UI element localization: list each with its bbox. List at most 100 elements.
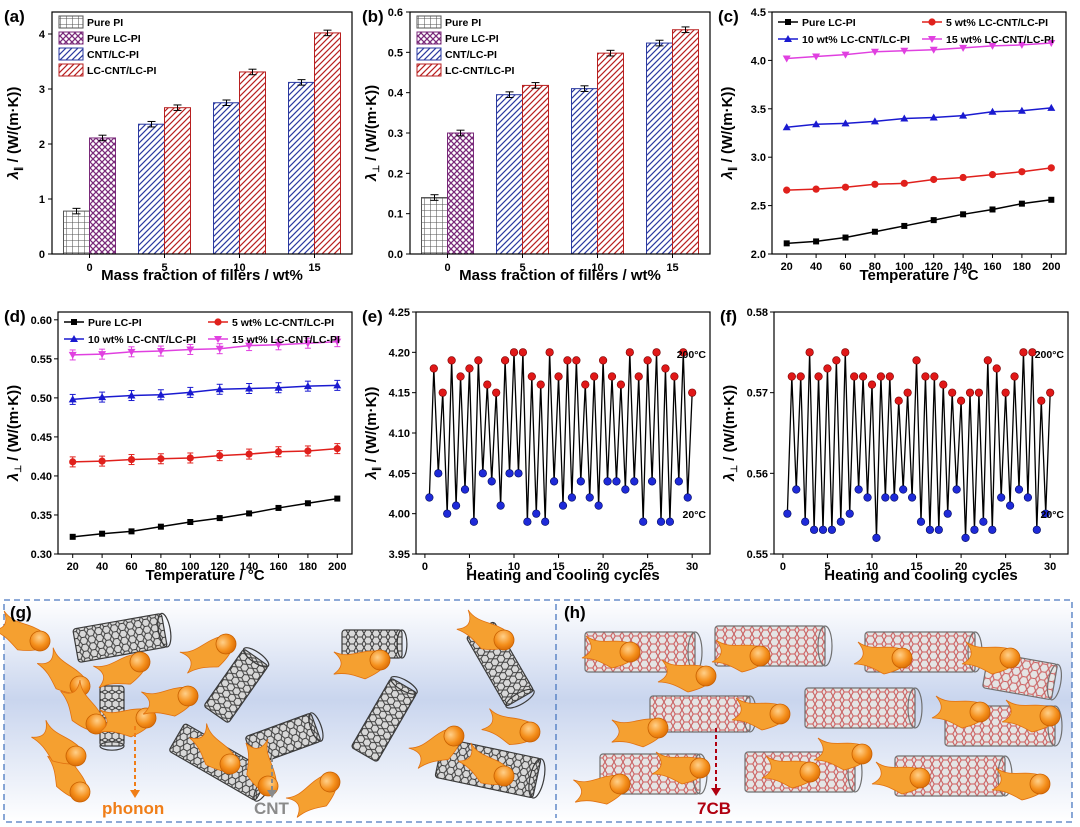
x-tick-label: 20 [955,561,967,573]
panel-label: (e) [362,307,383,326]
cold-point [988,525,997,534]
marker [246,510,253,517]
y-tick-label: 4.25 [389,307,410,319]
bar [89,137,116,255]
marker [303,382,312,390]
series-line [72,447,338,463]
hot-point [509,348,519,357]
y-tick-label: 0.4 [388,88,404,100]
x-tick-label: 0 [780,561,786,573]
cold-point [594,501,603,510]
phonon-particle [141,685,199,717]
plot-frame [415,311,711,555]
marker [334,495,341,502]
phonon-flame [657,659,707,693]
y-tick-label: 4.00 [389,509,410,521]
y-tick-label: 0.3 [388,128,403,140]
cold-point [1023,493,1033,502]
phonon-particle [991,767,1051,801]
hot-point [643,356,652,365]
series-line [72,384,338,401]
legend-label: LC-CNT/LC-PI [445,65,514,77]
scene-g-cnt [0,609,546,818]
y-tick-label: 4.0 [751,55,766,67]
phonon-ball [177,685,199,707]
marker [303,340,312,348]
scene-h-lccnt [573,625,1063,805]
phonon-ball [969,701,991,723]
hot-point [1046,388,1055,397]
cold-point [496,501,505,510]
legend-swatch [416,63,442,77]
phonon-ball [319,771,341,793]
legend-label: Pure LC-PI [445,33,499,45]
hot-point [500,356,510,365]
cold-point [451,501,461,510]
hot-point [841,348,850,357]
nanotube-end [1046,663,1063,701]
phonon-flame [481,708,533,746]
marker [215,345,224,353]
y-tick-label: 0.6 [388,7,403,19]
hot-point [625,348,634,357]
phonon-particle [285,771,341,818]
cold-point [647,477,657,486]
x-tick-label: 25 [1000,561,1012,573]
marker [842,234,849,241]
legend-label: CNT/LC-PI [445,49,497,61]
y-tick-label: 0.30 [31,549,52,561]
plot-frame [57,311,353,555]
phonon-flame [581,635,631,669]
cold-point [639,517,648,526]
phonon-particle [457,742,515,787]
legend-label: 15 wt% LC-CNT/LC-PI [232,334,340,346]
marker [127,391,136,399]
marker [1018,200,1025,207]
x-tick-label: 60 [839,261,851,273]
series-line [786,167,1052,191]
hot-point [921,372,930,381]
cold-point [845,509,854,518]
hot-point [867,380,877,389]
bar [672,29,699,255]
marker [988,107,997,115]
hot-point [688,388,697,397]
phonon-particle [31,719,87,767]
marker [988,42,997,50]
x-tick-label: 20 [597,561,609,573]
panel-label: (d) [4,307,26,326]
phonon-arrowhead [130,790,140,798]
x-tick-label: 60 [125,561,137,573]
hot-point [814,372,823,381]
panel-label-h: (h) [564,603,586,622]
phonon-particle [611,717,669,748]
x-tick-label: 30 [1044,561,1056,573]
hot-point [805,348,814,357]
marker [215,385,224,393]
phonon-particle [333,649,391,680]
nanotube-body [804,687,916,729]
hot-point [1019,348,1028,357]
marker [812,185,820,193]
bar [213,102,240,255]
phonon-ball [129,651,151,673]
marker [99,530,106,537]
marker [157,455,165,463]
y-tick-label: 0 [39,249,45,261]
hot-point [912,356,921,365]
x-tick-label: 10 [508,561,520,573]
hot-point [447,356,456,365]
cold-point [925,525,935,534]
cold-point [943,509,952,518]
x-axis-label: Temperature / °C [145,567,264,584]
hot-point [948,388,957,397]
plot-frame [773,311,1069,555]
marker [813,238,820,245]
y-tick-label: 0.40 [31,471,52,483]
phonon-particle [481,708,541,746]
cold-point [934,525,943,534]
phonon-flame [651,751,701,785]
phonon-ball [609,773,631,795]
marker [784,35,792,42]
marker [900,47,909,55]
